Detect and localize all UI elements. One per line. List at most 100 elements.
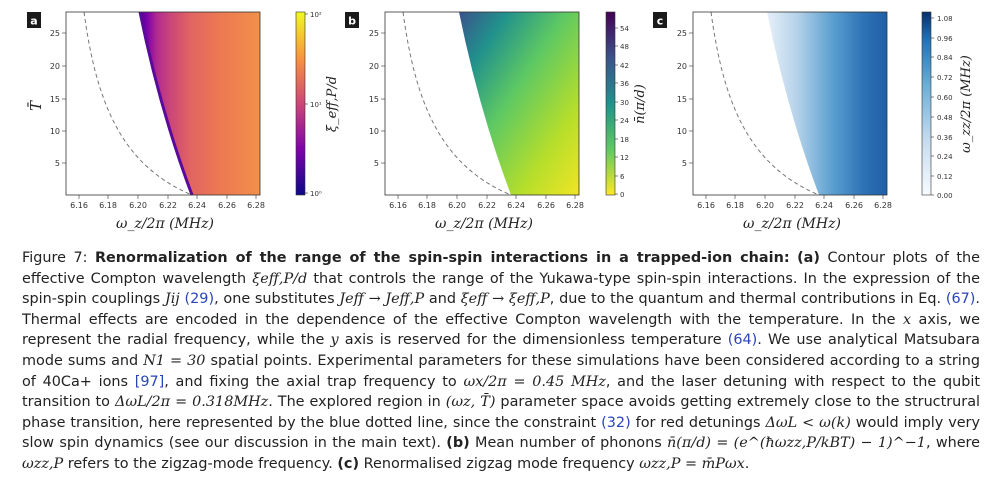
panel-b: b 5 10 15 20 25 6.16 6.18 6.20 6.22 <box>345 11 648 232</box>
colorbar-tick: 0.60 <box>937 94 953 102</box>
colorbar-tick: 10¹ <box>310 101 322 109</box>
colorbar-tick: 24 <box>620 117 629 125</box>
caption-text: parameter space avoids getting extremely… <box>22 394 981 431</box>
colorbar-tick: 12 <box>620 154 629 162</box>
caption-text: refers to the zigzag-mode frequency. <box>63 455 333 472</box>
y-tick-label: 15 <box>50 95 60 104</box>
colorbar-label: ξ_eff,P/d <box>325 76 340 132</box>
caption-text: , and the laser detuning with respect to… <box>22 373 980 411</box>
caption-text: Renormalised zigzag mode frequency <box>359 455 640 472</box>
x-tick-label: 6.18 <box>99 201 117 210</box>
y-tick-label: 25 <box>677 29 687 38</box>
colorbar <box>605 11 616 196</box>
caption-text: , due to the quantum and thermal contrib… <box>549 291 946 308</box>
x-tick-label: 6.18 <box>418 201 436 210</box>
y-tick-label: 20 <box>369 62 379 71</box>
caption-math: ωzz,P = m̄Pωx <box>639 455 745 472</box>
caption-text: Contour plots of the effective Compton w… <box>22 250 981 287</box>
axes-frame <box>65 11 261 196</box>
heatmap-edge <box>138 11 194 196</box>
colorbar-tick: 10² <box>310 11 322 19</box>
x-tick-label: 6.24 <box>815 201 833 210</box>
y-tick-label: 5 <box>374 159 379 168</box>
x-axis-label: ω_z/2π (MHz) <box>435 216 533 232</box>
colorbar-tick: 6 <box>620 173 625 181</box>
y-tick-label: 20 <box>50 62 60 71</box>
x-tick-label: 6.22 <box>786 201 804 210</box>
panel-letter-box <box>653 12 667 28</box>
x-tick-label: 6.22 <box>159 201 177 210</box>
x-tick-label: 6.26 <box>845 201 863 210</box>
colorbar-tick: 0.72 <box>937 74 953 82</box>
caption-text: , where <box>925 435 981 452</box>
figure-panels: a 5 10 15 20 25 6.16 6.18 6.20 6.22 <box>27 11 974 232</box>
caption-text: that controls the range of the Yukawa-ty… <box>22 270 980 308</box>
heatmap-region <box>140 12 260 195</box>
caption-text: ions <box>91 373 135 390</box>
caption-math: ξeff,P/d <box>252 270 308 287</box>
y-tick-label: 25 <box>369 29 379 38</box>
x-tick-label: 6.28 <box>566 201 584 210</box>
colorbar-tick: 18 <box>620 136 629 144</box>
caption-math: ωzz,P <box>22 455 64 472</box>
x-tick-label: 6.20 <box>129 201 147 210</box>
equation-ref[interactable]: (29) <box>184 291 215 308</box>
y-axis-label: T̄ <box>27 100 45 111</box>
caption-title: Renormalization of the range of the spin… <box>94 250 790 266</box>
equation-ref[interactable]: (32) <box>601 414 631 431</box>
caption-text: , and fixing the axial trap frequency to <box>164 373 464 390</box>
panel-c: c 5 10 15 20 25 6.16 6.18 6.20 6.22 <box>653 11 974 232</box>
y-tick-label: 20 <box>677 62 687 71</box>
x-tick-label: 6.16 <box>389 201 407 210</box>
caption-math: 40Ca+ <box>42 373 92 390</box>
x-tick-label: 6.16 <box>697 201 715 210</box>
citation-ref[interactable]: [97] <box>134 373 165 390</box>
panel-letter: b <box>348 15 356 28</box>
heatmap-region <box>459 12 579 195</box>
panel-letter: a <box>30 15 37 28</box>
colorbar <box>921 11 932 196</box>
caption-text: and <box>424 291 461 308</box>
equation-ref[interactable]: (67) <box>945 291 976 308</box>
caption-text: . Thermal effects are encoded in the dep… <box>22 291 980 328</box>
colorbar-tick: 42 <box>620 62 629 70</box>
x-tick-label: 6.20 <box>448 201 466 210</box>
caption-text: . <box>744 455 750 472</box>
y-tick-label: 15 <box>369 95 379 104</box>
y-tick-label: 10 <box>677 127 687 136</box>
x-tick-label: 6.24 <box>188 201 206 210</box>
panel-letter: c <box>657 15 664 28</box>
panel-a: a 5 10 15 20 25 6.16 6.18 6.20 6.22 <box>27 11 340 232</box>
colorbar-label: ω_zz/2π (MHz) <box>959 55 974 153</box>
equation-ref[interactable]: (64) <box>727 332 758 349</box>
y-tick-label: 10 <box>369 127 379 136</box>
colorbar-tick: 0.96 <box>937 35 953 43</box>
y-tick-label: 25 <box>50 29 60 38</box>
y-tick-label: 5 <box>682 159 687 168</box>
x-tick-label: 6.26 <box>537 201 555 210</box>
x-tick-label: 6.22 <box>478 201 496 210</box>
caption-text: would imply very slow spin dynamics (see… <box>22 414 980 452</box>
caption-text: . The explored region in <box>268 394 446 411</box>
axes-frame <box>384 11 580 196</box>
panel-letter-box <box>345 12 359 28</box>
colorbar <box>295 11 306 196</box>
colorbar-tick: 0.36 <box>937 134 953 142</box>
colorbar-tick: 10⁰ <box>310 190 322 198</box>
caption-math: x <box>902 311 912 328</box>
caption-math: ΔωL < ω(k) <box>765 414 851 431</box>
axes-frame <box>692 11 888 196</box>
colorbar-tick: 0.00 <box>937 192 953 200</box>
x-tick-label: 6.28 <box>247 201 265 210</box>
x-tick-label: 6.26 <box>218 201 236 210</box>
caption-math: n̄(π/d) = (e^(ħωzz,P/kBT) − 1)^−1 <box>667 435 926 452</box>
colorbar-tick: 0 <box>620 191 624 199</box>
colorbar-tick: 36 <box>620 80 629 88</box>
caption-math: Jeff → Jeff,P <box>339 291 425 308</box>
panel-letter-box <box>27 12 41 28</box>
y-tick-label: 10 <box>50 127 60 136</box>
y-tick-label: 15 <box>677 95 687 104</box>
x-tick-label: 6.24 <box>507 201 525 210</box>
caption-text: axis is reserved for the dimensionless t… <box>338 332 728 349</box>
caption-math: N1 = 30 <box>143 352 206 369</box>
